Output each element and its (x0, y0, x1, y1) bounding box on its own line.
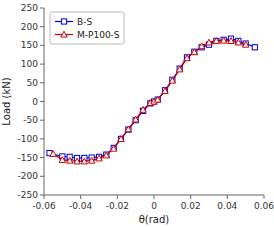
x-tick-label: 0.04 (217, 201, 237, 211)
y-tick-label: -200 (18, 171, 39, 181)
y-axis-label: Load (kN) (1, 77, 12, 125)
point (96, 155, 102, 161)
point (213, 38, 219, 44)
point (81, 158, 87, 164)
y-tick (40, 8, 44, 9)
y-tick-label: -150 (18, 153, 39, 163)
point (184, 55, 189, 60)
chart: -0.06 -0.04 -0.02 0 0.02 0.04 0.06 -250 -200 -150… (0, 0, 274, 227)
x-tick (264, 195, 265, 199)
y-tick-label: -250 (18, 190, 39, 200)
x-tick (80, 195, 81, 199)
y-tick-label: 250 (21, 3, 38, 13)
point (59, 157, 65, 163)
y-tick (40, 138, 44, 139)
point (125, 126, 131, 132)
point (74, 158, 80, 164)
y-tick-label: -50 (23, 115, 38, 125)
y-tick-label: 0 (32, 97, 38, 107)
series-line (50, 39, 255, 158)
point (104, 152, 109, 157)
y-tick (40, 26, 44, 27)
y-tick-label: 150 (21, 40, 38, 50)
point (214, 38, 219, 43)
point (154, 96, 160, 102)
y-tick (40, 101, 44, 102)
x-tick (190, 195, 191, 199)
legend-label: B-S (77, 17, 92, 27)
point (50, 151, 56, 157)
plot-area (47, 36, 258, 164)
y-tick (40, 82, 44, 83)
point (184, 55, 190, 61)
x-tick-label: 0.02 (181, 201, 201, 211)
y-tick-label: 200 (21, 22, 38, 32)
point (110, 145, 116, 151)
legend-marker (61, 31, 67, 37)
y-tick (40, 176, 44, 177)
point (252, 45, 257, 50)
point (103, 152, 109, 158)
x-tick-label: 0 (151, 201, 157, 211)
point (235, 39, 241, 45)
point (228, 38, 234, 44)
point (220, 37, 226, 43)
y-tick-label: -100 (18, 134, 39, 144)
point (221, 37, 226, 42)
y-tick (40, 64, 44, 65)
point (162, 88, 168, 94)
y-tick (40, 45, 44, 46)
y-tick-label: 100 (21, 59, 38, 69)
point (140, 107, 146, 113)
point (191, 49, 197, 55)
x-tick (117, 195, 118, 199)
y-tick (40, 195, 44, 196)
legend: B-S M-P100-S (50, 12, 124, 44)
point (176, 66, 182, 72)
x-tick-label: -0.02 (106, 201, 129, 211)
point (132, 116, 138, 122)
legend-box (50, 12, 124, 44)
x-tick-label: 0.06 (254, 201, 274, 211)
x-tick (44, 195, 45, 199)
legend-label: M-P100-S (77, 30, 120, 40)
point (118, 136, 124, 142)
point (206, 39, 212, 45)
x-tick-label: -0.06 (32, 201, 56, 211)
x-axis-label: θ(rad) (139, 214, 170, 225)
x-tick (154, 195, 155, 199)
legend-marker (61, 19, 66, 24)
y-tick (40, 157, 44, 158)
y-tick (40, 120, 44, 121)
series-line (53, 41, 246, 162)
point (169, 77, 175, 83)
point (66, 157, 72, 163)
x-tick-label: -0.04 (69, 201, 93, 211)
point (242, 41, 248, 47)
x-tick (227, 195, 228, 199)
point (88, 157, 94, 163)
y-tick-label: 50 (27, 78, 39, 88)
point (198, 43, 204, 49)
